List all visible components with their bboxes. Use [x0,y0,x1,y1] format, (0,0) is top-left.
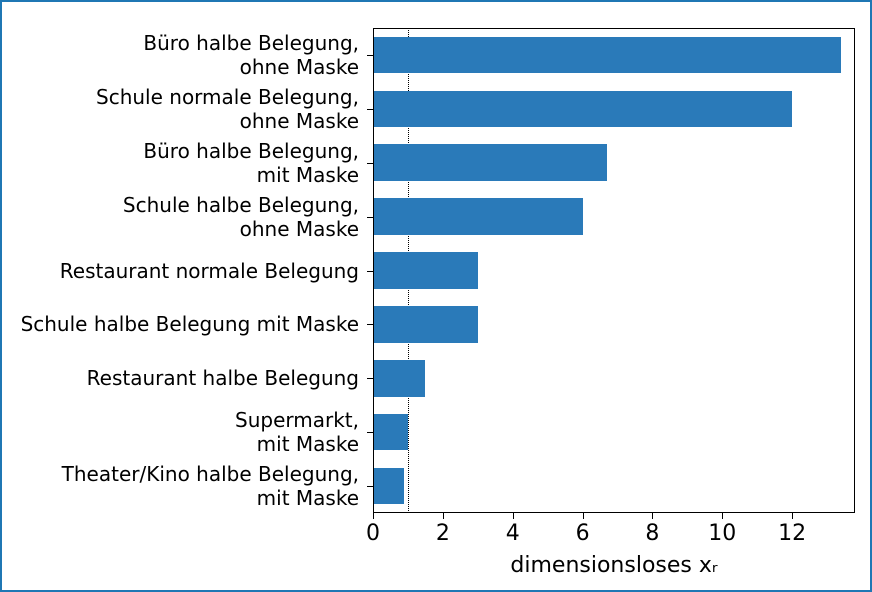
y-tick [367,432,373,433]
y-tick [367,271,373,272]
x-tick [443,513,444,519]
x-tick-label: 0 [343,521,403,546]
y-tick [367,109,373,110]
bar [374,414,408,451]
bar [374,37,841,74]
x-tick [513,513,514,519]
y-tick-label: Restaurant halbe Belegung [87,366,359,390]
y-tick-label: Supermarkt, mit Maske [235,408,359,456]
bar [374,360,425,397]
y-tick-label: Restaurant normale Belegung [60,259,359,283]
axis-spine [373,28,855,29]
y-tick [367,378,373,379]
x-tick-label: 12 [762,521,822,546]
x-tick-label: 6 [553,521,613,546]
x-tick-label: 8 [622,521,682,546]
x-tick-label: 10 [692,521,752,546]
bar [374,468,404,505]
x-tick [652,513,653,519]
x-axis-title: dimensionsloses xᵣ [373,553,855,578]
x-tick [373,513,374,519]
bar [374,91,792,128]
y-tick [367,324,373,325]
x-tick [722,513,723,519]
y-tick-label: Schule halbe Belegung, ohne Maske [123,193,359,241]
bar [374,198,583,235]
bar [374,306,478,343]
y-tick-label: Schule normale Belegung, ohne Maske [96,85,359,133]
chart-frame: { "chart": { "type": "bar-horizontal", "… [0,0,872,592]
x-tick [583,513,584,519]
y-tick-label: Büro halbe Belegung, mit Maske [143,139,359,187]
y-tick [367,486,373,487]
y-tick [367,163,373,164]
bar [374,252,478,289]
x-tick [792,513,793,519]
y-tick-label: Schule halbe Belegung mit Maske [21,312,359,336]
y-tick-label: Büro halbe Belegung, ohne Maske [143,31,359,79]
x-tick-label: 4 [483,521,543,546]
axis-spine [854,28,855,513]
y-tick [367,217,373,218]
y-tick [367,55,373,56]
x-tick-label: 2 [413,521,473,546]
axis-spine [373,512,855,513]
y-tick-label: Theater/Kino halbe Belegung, mit Maske [62,462,359,510]
bar [374,144,607,181]
